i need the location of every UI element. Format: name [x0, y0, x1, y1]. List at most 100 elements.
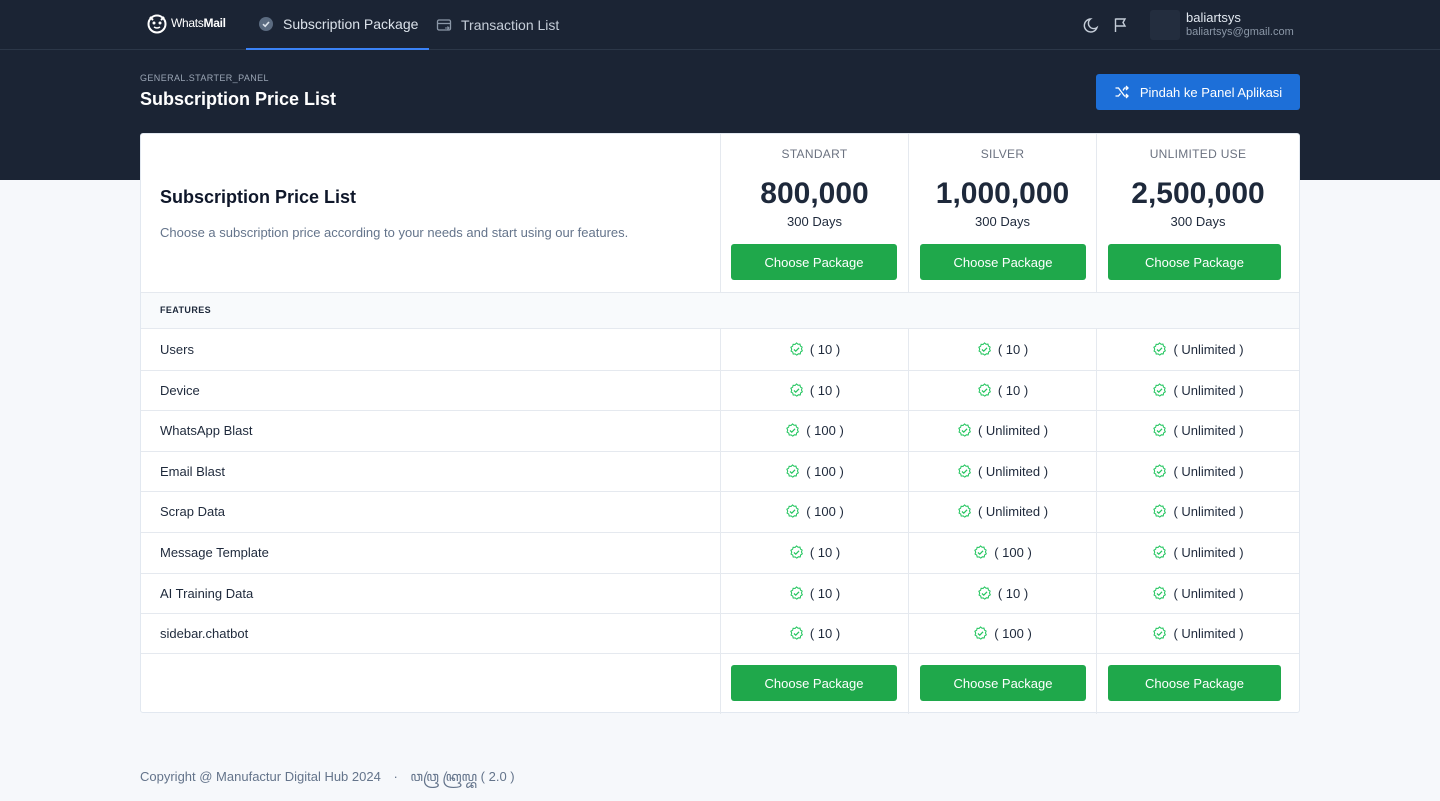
logo-text: WhatsMail — [171, 16, 226, 30]
choose-package-button-unlimited-bottom[interactable]: Choose Package — [1108, 665, 1281, 701]
features-header — [141, 292, 1299, 329]
feature-value: ( 10 ) — [997, 382, 1029, 398]
top-navbar: WhatsMail Subscription Package Transacti… — [0, 0, 1440, 50]
feature-value: ( 100 ) — [806, 463, 844, 479]
tab-subscription-package[interactable]: Subscription Package — [246, 0, 430, 50]
check-circle-icon — [974, 544, 988, 559]
check-circle-icon — [790, 625, 803, 640]
feature-value-cell: ( Unlimited ) — [1097, 329, 1299, 369]
feature-value: ( 100 ) — [994, 625, 1032, 641]
feature-value: ( Unlimited ) — [1173, 585, 1244, 601]
check-circle-icon — [786, 422, 800, 437]
plan-price: 2,500,000 — [1131, 177, 1265, 210]
feature-value-cell: ( Unlimited ) — [1097, 532, 1299, 572]
plan-unlimited: UNLIMITED USE 2,500,000 300 Days — [1097, 134, 1299, 292]
column-divider — [720, 134, 721, 714]
column-divider — [1096, 134, 1097, 714]
plan-name: STANDART — [781, 147, 848, 161]
shuffle-icon — [1115, 85, 1129, 99]
switch-panel-button[interactable]: Pindah ke Panel Aplikasi — [1096, 74, 1300, 110]
check-circle-icon — [1153, 341, 1167, 356]
moon-icon[interactable] — [1083, 16, 1101, 34]
check-circle-icon — [978, 585, 991, 600]
version-number: ( 2.0 ) — [480, 769, 515, 784]
feature-value: ( 100 ) — [994, 544, 1032, 560]
feature-value-cell: ( Unlimited ) — [1097, 451, 1299, 491]
feature-value: ( 10 ) — [809, 341, 841, 357]
feature-value-cell: ( Unlimited ) — [909, 491, 1096, 531]
user-email: baliartsys@gmail.com — [1186, 26, 1294, 38]
check-circle-icon — [1153, 544, 1167, 559]
feature-value-cell: ( 10 ) — [721, 370, 908, 410]
feature-value: ( 10 ) — [997, 585, 1029, 601]
check-circle-icon — [1153, 625, 1167, 640]
plan-price: 800,000 — [760, 177, 869, 210]
plan-name: SILVER — [980, 147, 1025, 161]
feature-value: ( 100 ) — [806, 503, 844, 519]
feature-value: ( Unlimited ) — [1173, 341, 1244, 357]
feature-value-cell: ( Unlimited ) — [1097, 491, 1299, 531]
feature-value: ( Unlimited ) — [1173, 625, 1244, 641]
check-circle-icon — [1153, 503, 1167, 518]
feature-name: Users — [160, 342, 194, 357]
feature-value-cell: ( Unlimited ) — [1097, 410, 1299, 450]
breadcrumb: GENERAL.STARTER_PANEL — [140, 73, 269, 83]
check-circle-icon — [958, 422, 971, 437]
feature-value: ( 10 ) — [809, 544, 841, 560]
check-circle-icon — [958, 503, 971, 518]
check-circle-icon — [790, 585, 803, 600]
choose-package-button-unlimited[interactable]: Choose Package — [1108, 244, 1281, 280]
choose-package-button-standart-bottom[interactable]: Choose Package — [731, 665, 897, 701]
feature-value-cell: ( 10 ) — [909, 370, 1096, 410]
check-circle-icon — [790, 544, 803, 559]
check-circle-icon — [958, 463, 971, 478]
feature-value-cell: ( 100 ) — [909, 532, 1096, 572]
feature-value-cell: ( 10 ) — [721, 573, 908, 613]
feature-value: ( Unlimited ) — [1173, 422, 1244, 438]
logo-mark-icon — [147, 14, 167, 34]
feature-value: ( 10 ) — [997, 341, 1029, 357]
feature-value-cell: ( 100 ) — [909, 613, 1096, 653]
row-divider — [141, 370, 1299, 371]
avatar[interactable] — [1150, 10, 1180, 40]
tab-transaction-list[interactable]: Transaction List — [436, 0, 559, 50]
row-divider — [141, 613, 1299, 614]
feature-value: ( Unlimited ) — [1173, 544, 1244, 560]
feature-value-cell: ( Unlimited ) — [909, 451, 1096, 491]
feature-value: ( 10 ) — [809, 382, 841, 398]
check-circle-icon — [786, 463, 800, 478]
feature-value: ( Unlimited ) — [1173, 503, 1244, 519]
check-circle-icon — [974, 625, 988, 640]
flag-icon[interactable] — [1112, 16, 1130, 34]
feature-name: Device — [160, 383, 200, 398]
check-circle-icon — [790, 382, 803, 397]
feature-value: ( 10 ) — [809, 625, 841, 641]
footer-separator: · — [393, 769, 398, 784]
version-label: ꦮꦮꦿ ꦏꦿꦭ꧀ꦧ — [410, 769, 478, 784]
receipt-icon — [436, 19, 452, 31]
row-divider — [141, 451, 1299, 452]
feature-value-cell: ( 10 ) — [721, 613, 908, 653]
feature-value-cell: ( 10 ) — [909, 329, 1096, 369]
feature-value: ( Unlimited ) — [1173, 382, 1244, 398]
choose-package-button-silver[interactable]: Choose Package — [920, 244, 1086, 280]
badge-check-icon — [259, 17, 273, 31]
plan-duration: 300 Days — [787, 214, 842, 229]
check-circle-icon — [1153, 422, 1167, 437]
app-logo[interactable]: WhatsMail — [146, 12, 226, 34]
row-divider — [141, 491, 1299, 492]
feature-value-cell: ( Unlimited ) — [909, 410, 1096, 450]
feature-value-cell: ( Unlimited ) — [1097, 370, 1299, 410]
pricing-title: Subscription Price List — [160, 187, 357, 207]
feature-name: WhatsApp Blast — [160, 423, 253, 438]
feature-value: ( 100 ) — [806, 422, 844, 438]
check-circle-icon — [1153, 585, 1167, 600]
plan-standart: STANDART 800,000 300 Days — [721, 134, 908, 292]
choose-package-button-silver-bottom[interactable]: Choose Package — [920, 665, 1086, 701]
copyright-text: Copyright @ Manufactur Digital Hub 2024 — [140, 769, 381, 784]
feature-name: sidebar.chatbot — [160, 626, 249, 641]
feature-value: ( 10 ) — [809, 585, 841, 601]
user-name[interactable]: baliartsys — [1186, 10, 1241, 25]
column-divider — [908, 134, 909, 714]
choose-package-button-standart[interactable]: Choose Package — [731, 244, 897, 280]
